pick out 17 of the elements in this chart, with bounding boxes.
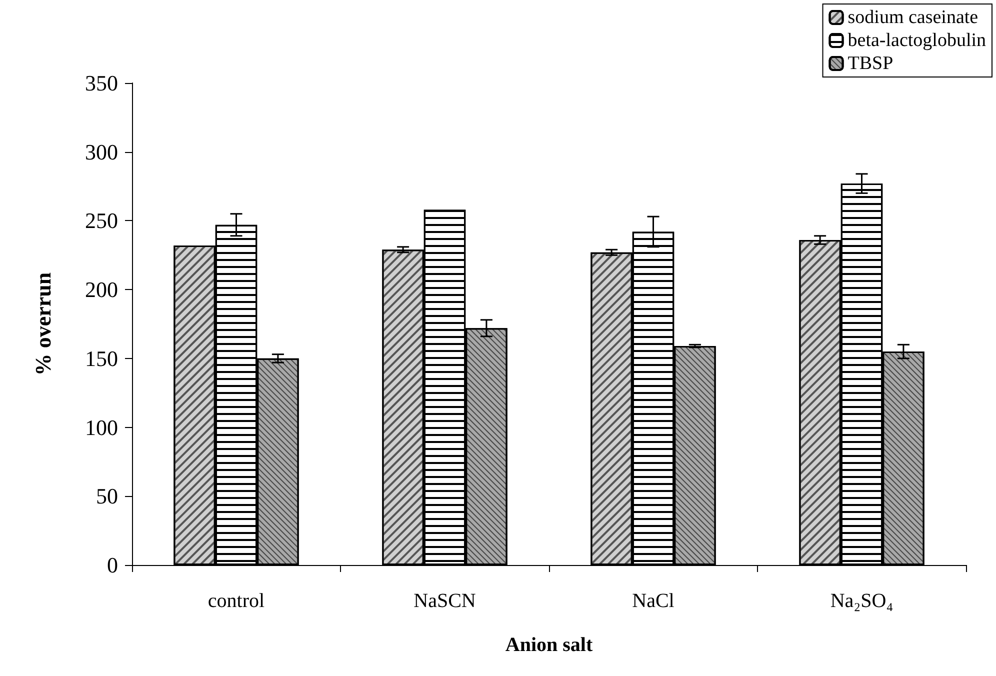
x-axis-title: Anion salt xyxy=(505,634,593,656)
y-axis-title: % overrun xyxy=(30,272,56,376)
y-tick-label: 100 xyxy=(85,414,118,440)
x-tick-label: control xyxy=(208,590,266,612)
legend-label: beta-lactoglobulin xyxy=(848,30,986,51)
y-tick-label: 150 xyxy=(85,346,118,371)
y-tick-label: 300 xyxy=(85,139,118,164)
x-tick-label: NaSCN xyxy=(414,590,476,612)
legend-label: TBSP xyxy=(848,53,894,74)
legend-label: sodium caseinate xyxy=(848,7,978,28)
y-tick-label: 350 xyxy=(85,70,118,96)
y-tick-label: 250 xyxy=(85,208,118,234)
y-tick-label: 0 xyxy=(107,552,118,578)
x-tick-label: NaCl xyxy=(632,590,675,612)
y-tick-label: 200 xyxy=(85,277,118,302)
y-tick-label: 50 xyxy=(96,484,118,509)
x-tick-label: Na₂SO₄ xyxy=(830,590,894,612)
